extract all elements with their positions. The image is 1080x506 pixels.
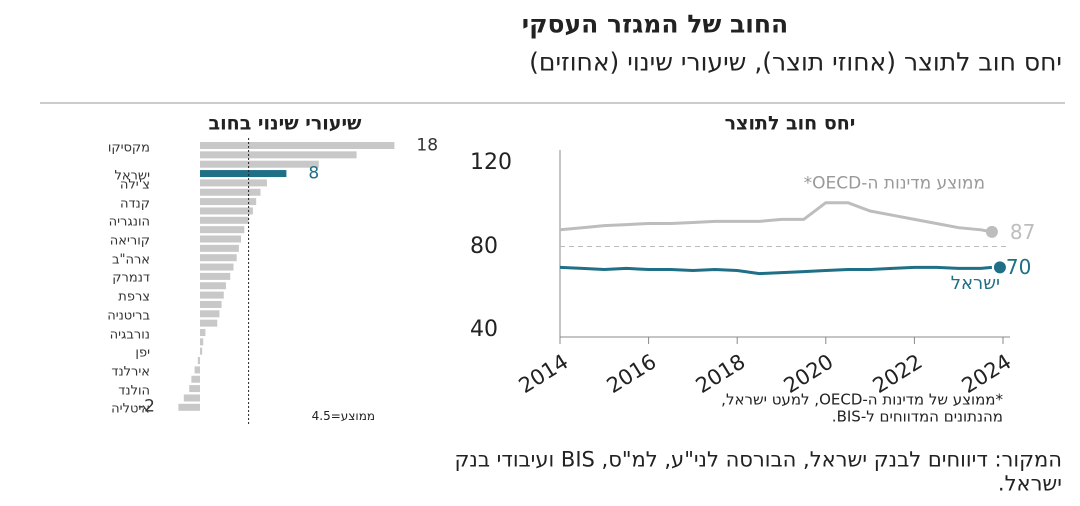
- panel-title: יחס חוב לתוצר: [724, 112, 856, 135]
- subtitle: יחס חוב לתוצר (אחוזי תוצר), שיעורי שינוי…: [529, 47, 1062, 77]
- line: [559, 265, 993, 276]
- y-tick-label: 120: [470, 150, 512, 175]
- average-label: ממוצע=4.5: [311, 409, 375, 423]
- category-label: קנדה: [119, 196, 150, 212]
- series-label: ישראל: [950, 273, 1000, 294]
- value-label: 18: [416, 135, 439, 155]
- bar: [200, 226, 245, 234]
- end-dot: [985, 225, 998, 238]
- category-label: צרפת: [118, 289, 150, 305]
- bar: [194, 366, 200, 374]
- category-label: אירלנד: [111, 364, 150, 380]
- bar: [189, 385, 200, 393]
- category-label: דנמרק: [112, 270, 150, 286]
- value-label: -2: [138, 396, 155, 417]
- bar: [191, 375, 200, 383]
- end-label: 87: [1009, 219, 1036, 244]
- bar: [200, 254, 237, 262]
- bar: [200, 151, 357, 159]
- end-label: 70: [1005, 255, 1032, 280]
- line: [559, 201, 993, 234]
- bar: [200, 142, 395, 149]
- category-label: קוריאה: [109, 233, 150, 249]
- category-label: יפן: [135, 345, 150, 361]
- source: המקור: דיווחים לבנק ישראל, הבורסה לני"ע,…: [454, 447, 1062, 472]
- bar: [200, 329, 206, 336]
- bar: [197, 357, 200, 365]
- bar: [200, 244, 239, 252]
- bar: [200, 347, 203, 355]
- category-label: מקסיקו: [107, 140, 150, 155]
- bar: [200, 263, 234, 271]
- source: ישראל.: [997, 471, 1062, 496]
- bar: [200, 198, 257, 206]
- footnote: מהנתונים המדווחים ל-BIS.: [831, 407, 1003, 426]
- bar: [178, 403, 200, 411]
- bar: [200, 272, 231, 280]
- category-label: הולנד: [118, 383, 150, 399]
- bar: [200, 179, 267, 187]
- bar: [200, 300, 222, 308]
- title: החוב של המגזר העסקי: [521, 9, 789, 39]
- category-label: איטליה: [111, 401, 150, 417]
- bar: [200, 319, 218, 327]
- bar: [200, 235, 242, 243]
- bar: [200, 291, 224, 299]
- bar: [200, 160, 319, 168]
- bar: [200, 282, 226, 290]
- footnote: *ממוצע של מדינות ה-OECD, למעט ישראל,: [721, 390, 1003, 409]
- series-label: ממוצע מדינות ה-OECD*: [803, 173, 985, 194]
- bar: [200, 216, 249, 224]
- category-label: בריטניה: [107, 308, 150, 324]
- end-dot: [993, 261, 1006, 274]
- bar: [200, 310, 220, 318]
- value-label: 8: [308, 163, 320, 184]
- bar: [200, 338, 204, 346]
- category-label: צ'ילה: [119, 177, 150, 193]
- category-label: ארה"ב: [111, 252, 150, 268]
- bar: [200, 207, 253, 215]
- category-label: נורבגיה: [109, 327, 150, 342]
- panel-title: שיעורי שינוי בחוב: [208, 112, 362, 135]
- bar: [183, 394, 200, 402]
- bar: [200, 170, 287, 178]
- y-tick-label: 40: [470, 317, 498, 342]
- category-label: ישראל: [114, 168, 150, 184]
- y-tick-label: 80: [470, 233, 498, 259]
- category-label: הונגריה: [108, 214, 150, 230]
- bar: [200, 188, 261, 196]
